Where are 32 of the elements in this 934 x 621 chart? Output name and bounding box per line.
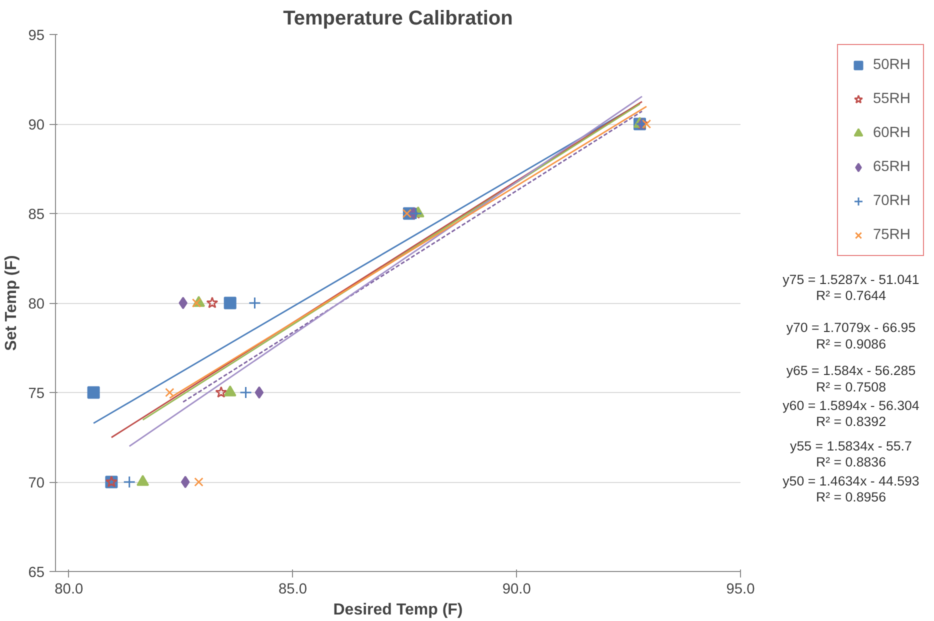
y-axis-title: Set Temp (F) [3,255,20,351]
y-tick-label: 80 [28,296,45,312]
y-tick-label: 75 [28,386,45,402]
x-tick-label: 85.0 [278,582,308,598]
text: y65 = 1.584x - 56.285 [786,363,916,378]
text: R² = 0.8392 [816,414,886,430]
text: R² = 0.8956 [816,489,886,504]
text: y75 = 1.5287x - 51.041 [782,272,920,287]
text: y60 = 1.5894x - 56.304 [782,398,920,414]
text: R² = 0.8836 [816,454,886,470]
y-tick-label: 70 [28,476,45,492]
x-tick-label: 80.0 [54,582,84,598]
legend-label: 65RH [873,159,912,175]
legend-label: 75RH [873,227,912,243]
text: R² = 0.9086 [816,336,886,352]
y-tick-label: 85 [28,207,45,223]
text: y70 = 1.7079x - 66.95 [786,320,916,336]
text: y55 = 1.5834x - 55.7 [790,438,912,454]
text: R² = 0.7644 [816,288,887,303]
legend-label: 70RH [873,193,912,209]
x-tick-label: 90.0 [502,582,531,598]
chart-title: Temperature Calibration [283,8,513,30]
text: y50 = 1.4634x - 44.593 [782,473,920,488]
y-tick-label: 90 [28,118,45,134]
legend-label: 50RH [873,57,912,73]
legend-label: 60RH [873,125,912,141]
legend-label: 55RH [873,91,912,107]
x-tick-label: 95.0 [726,582,755,598]
text: R² = 0.7508 [816,379,886,394]
y-tick-label: 65 [28,565,45,581]
y-tick-label: 95 [28,28,45,44]
x-axis-title: Desired Temp (F) [333,602,463,618]
